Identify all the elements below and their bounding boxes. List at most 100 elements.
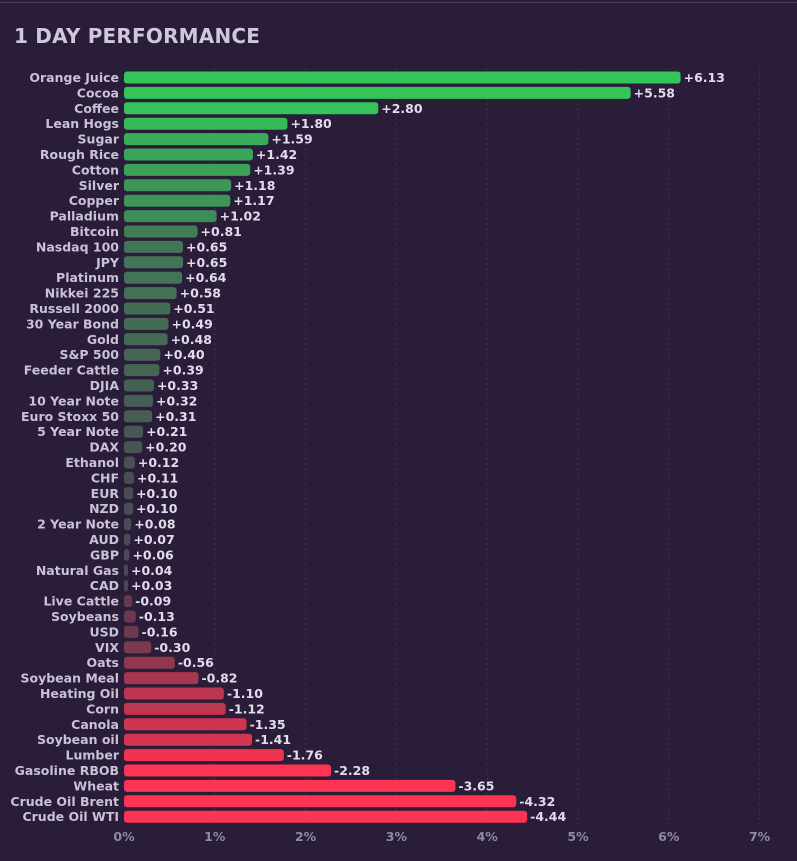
value-label: +0.49 [171,316,212,331]
x-axis-ticks: 0% 1% 2% 3% 4% 5% 6% 7% [113,829,770,844]
x-tick-label: 2% [295,829,317,844]
category-label: Soybean Meal [21,671,120,686]
bar [124,579,128,592]
value-label: -0.82 [201,671,237,686]
bar [124,256,184,269]
category-label: Corn [86,701,119,716]
category-label: DAX [89,440,119,455]
bar [124,687,224,700]
value-label: -0.09 [135,594,171,609]
x-tick-label: 4% [477,829,499,844]
category-label: Sugar [78,132,120,147]
category-label: DJIA [90,378,120,393]
value-label: -1.76 [287,748,323,763]
category-label: AUD [89,532,119,547]
category-label: Cotton [72,162,119,177]
category-label: CAD [90,578,119,593]
category-label: Canola [71,717,119,732]
value-label: +0.40 [163,347,205,362]
category-label: Cocoa [77,85,119,100]
bar [124,548,130,561]
value-label: +0.48 [171,332,212,347]
bar [124,702,226,715]
value-label: -4.32 [519,794,555,809]
category-label: Palladium [50,209,119,224]
value-label: +0.11 [137,470,178,485]
value-labels: +6.13 +5.58 +2.80 +1.80+1.59+1.42+1.39+1.18… [131,70,725,824]
value-label: +0.31 [155,409,196,424]
bar [124,764,332,777]
bar [124,317,169,330]
value-label: +0.81 [201,224,242,239]
bar [124,595,133,608]
bar [124,564,128,577]
value-label: +1.02 [220,209,261,224]
bar [124,333,168,346]
value-label: -1.12 [229,701,265,716]
category-label: S&P 500 [59,347,119,362]
bar [124,271,183,284]
value-label: +0.10 [136,486,178,501]
bar [124,133,269,146]
bar [124,749,284,762]
bar [124,302,171,315]
value-label: +0.32 [156,393,197,408]
category-label: Heating Oil [40,686,119,701]
value-label: -0.56 [178,655,214,670]
value-label: +0.51 [173,301,214,316]
category-label: 30 Year Bond [26,316,119,331]
category-label: Lumber [66,748,120,763]
category-label: Gold [87,332,119,347]
value-label: +0.10 [136,501,178,516]
category-label: Live Cattle [43,594,119,609]
bar [124,810,528,823]
category-label: USD [89,624,119,639]
value-label: +0.03 [131,578,172,593]
value-label: +0.06 [132,547,174,562]
x-tick-label: 1% [204,829,226,844]
bar [124,225,198,238]
category-label: Crude Oil Brent [10,794,119,809]
x-tick-label: 3% [386,829,408,844]
category-label: Gasoline RBOB [15,763,119,778]
bar [124,718,247,731]
value-label: +1.18 [234,178,275,193]
category-label: 10 Year Note [28,393,119,408]
value-label: +0.33 [157,378,198,393]
category-label: Crude Oil WTI [22,809,119,824]
value-label: +1.17 [233,193,274,208]
value-label: +0.07 [133,532,174,547]
category-label: EUR [91,486,120,501]
bar [124,379,154,392]
bar [124,148,253,161]
bar [124,533,131,546]
value-label: +0.08 [134,517,175,532]
category-label: JPY [95,255,120,270]
category-label: Soybean oil [37,732,119,747]
value-label: +0.12 [138,455,179,470]
value-label: +0.64 [185,270,227,285]
bar [124,518,132,531]
bar [124,394,154,407]
value-label: -0.30 [154,640,190,655]
value-label: -1.35 [250,717,286,732]
bar [124,117,288,130]
bar [124,656,175,669]
bar [124,163,251,176]
bar [124,425,144,438]
value-label: -3.65 [458,778,494,793]
bar [124,641,152,654]
value-label: +0.04 [131,563,173,578]
value-label: +0.65 [186,239,227,254]
category-label: Orange Juice [29,70,119,85]
category-label: Russell 2000 [29,301,119,316]
bar [124,610,136,623]
bar [124,71,681,84]
value-label: +0.20 [145,440,187,455]
category-label: Coffee [74,101,119,116]
bar [124,348,161,361]
value-label: +6.13 [684,70,725,85]
bar [124,179,232,192]
value-label: +0.65 [186,255,227,270]
value-label: -1.10 [227,686,263,701]
